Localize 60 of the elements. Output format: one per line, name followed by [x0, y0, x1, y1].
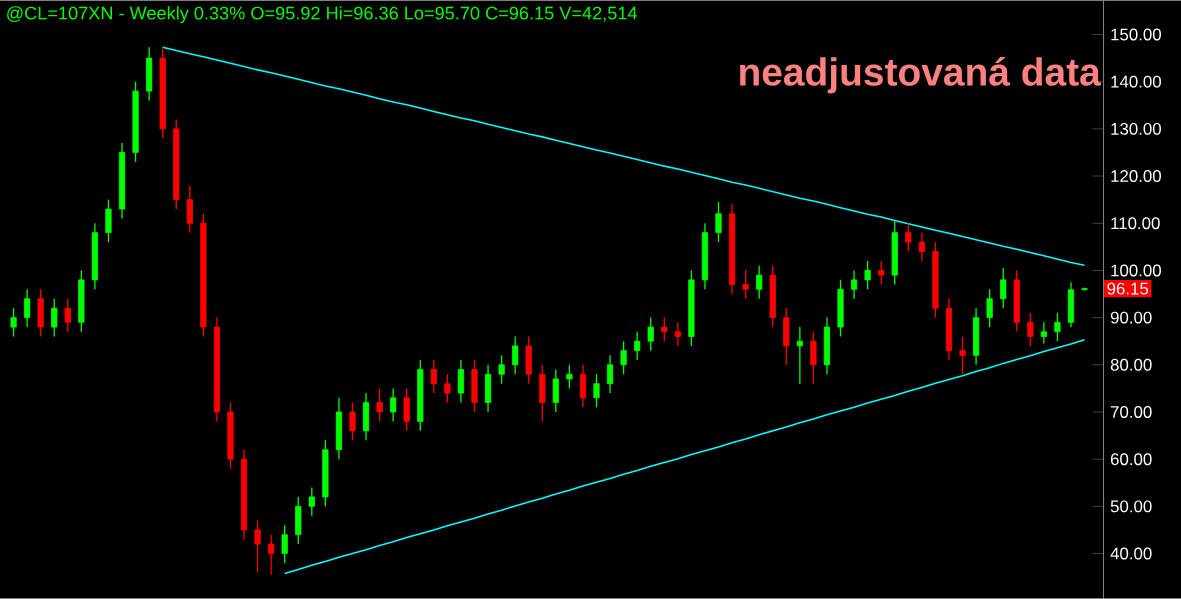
candlestick	[606, 354, 614, 394]
y-tick-label: 50.00	[1110, 500, 1152, 513]
candlestick	[268, 534, 275, 576]
y-tick-label: 110.00	[1111, 217, 1160, 230]
y-tick-label: 90.00	[1110, 311, 1152, 324]
candlestick	[1000, 267, 1007, 309]
candlestick	[10, 307, 17, 338]
candlestick	[1027, 312, 1034, 347]
y-tick-label: 130.00	[1111, 122, 1161, 135]
candlestick	[1040, 321, 1047, 345]
candlestick	[349, 401, 356, 441]
candlestick	[756, 265, 763, 300]
y-tick-label: 60.00	[1110, 453, 1152, 466]
text: 96.15	[1107, 282, 1149, 295]
candlestick	[498, 354, 505, 385]
candlestick	[308, 486, 315, 517]
candlestick	[186, 184, 193, 234]
candlestick	[105, 199, 112, 243]
candlestick	[430, 359, 437, 394]
candlestick	[878, 260, 885, 286]
y-tick-label: 150.00	[1111, 28, 1161, 41]
candlestick	[986, 288, 993, 328]
candlestick	[715, 201, 722, 243]
candlestick	[552, 368, 559, 413]
candlestick	[918, 232, 925, 262]
candlestick	[457, 359, 465, 404]
candlestick	[796, 326, 803, 385]
candlestick	[959, 335, 966, 375]
candlestick	[281, 524, 288, 564]
candlestick	[254, 519, 261, 574]
candlestick	[566, 364, 573, 390]
candlestick	[24, 288, 31, 328]
candlestick	[444, 373, 451, 404]
candlestick	[376, 387, 383, 423]
y-tick-label: 100.00	[1111, 264, 1161, 277]
candlestick	[1054, 312, 1061, 342]
candlestick	[593, 373, 600, 408]
candlestick	[864, 260, 871, 290]
candlestick	[403, 387, 410, 432]
candlestick	[51, 298, 58, 338]
candlestick	[661, 317, 668, 342]
y-tick-label: 70.00	[1110, 406, 1152, 418]
candlestick	[905, 222, 912, 253]
y-tick-label: 80.00	[1110, 358, 1152, 371]
candlestick	[810, 331, 817, 385]
candlestick	[64, 298, 71, 333]
candlestick	[742, 269, 749, 300]
candlestick	[634, 331, 641, 361]
y-tick-label: 140.00	[1111, 75, 1161, 88]
chart-title: @CL=107XN - Weekly 0.33% O=95.92 Hi=96.36 Lo=95.70 C=96.15 V=42,514	[7, 6, 637, 24]
candlestick	[674, 321, 681, 347]
candlestick	[579, 364, 587, 408]
y-tick-label: 40.00	[1110, 547, 1152, 560]
candlestick	[390, 387, 397, 423]
candlestick	[647, 317, 654, 352]
annotation: neadjustovaná data	[740, 56, 1101, 94]
y-tick-label: 120.00	[1111, 170, 1161, 183]
candlestick	[620, 340, 627, 375]
candlestick	[512, 335, 519, 375]
candlestick	[850, 269, 858, 300]
